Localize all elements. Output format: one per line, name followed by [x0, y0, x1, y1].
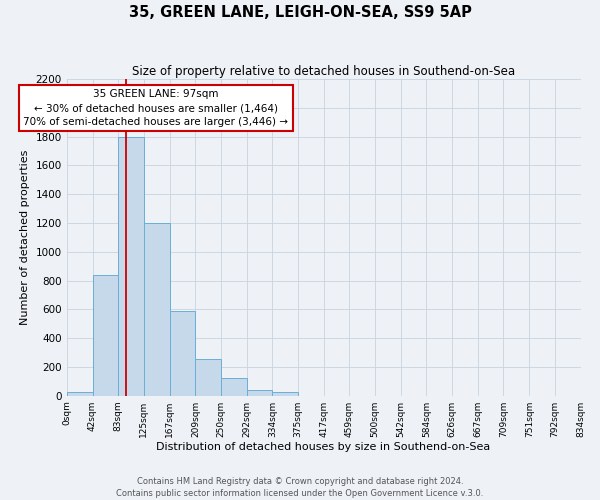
Bar: [170, 311, 196, 396]
Bar: [67, 392, 92, 396]
Bar: [143, 223, 170, 396]
Title: Size of property relative to detached houses in Southend-on-Sea: Size of property relative to detached ho…: [132, 65, 515, 78]
Bar: [92, 275, 118, 396]
Bar: [221, 378, 247, 396]
X-axis label: Distribution of detached houses by size in Southend-on-Sea: Distribution of detached houses by size …: [157, 442, 491, 452]
Bar: [247, 390, 272, 396]
Text: 35 GREEN LANE: 97sqm
← 30% of detached houses are smaller (1,464)
70% of semi-de: 35 GREEN LANE: 97sqm ← 30% of detached h…: [23, 89, 289, 127]
Text: 35, GREEN LANE, LEIGH-ON-SEA, SS9 5AP: 35, GREEN LANE, LEIGH-ON-SEA, SS9 5AP: [128, 5, 472, 20]
Bar: [272, 392, 298, 396]
Bar: [118, 136, 143, 396]
Bar: [196, 359, 221, 396]
Text: Contains HM Land Registry data © Crown copyright and database right 2024.
Contai: Contains HM Land Registry data © Crown c…: [116, 476, 484, 498]
Y-axis label: Number of detached properties: Number of detached properties: [20, 150, 30, 325]
